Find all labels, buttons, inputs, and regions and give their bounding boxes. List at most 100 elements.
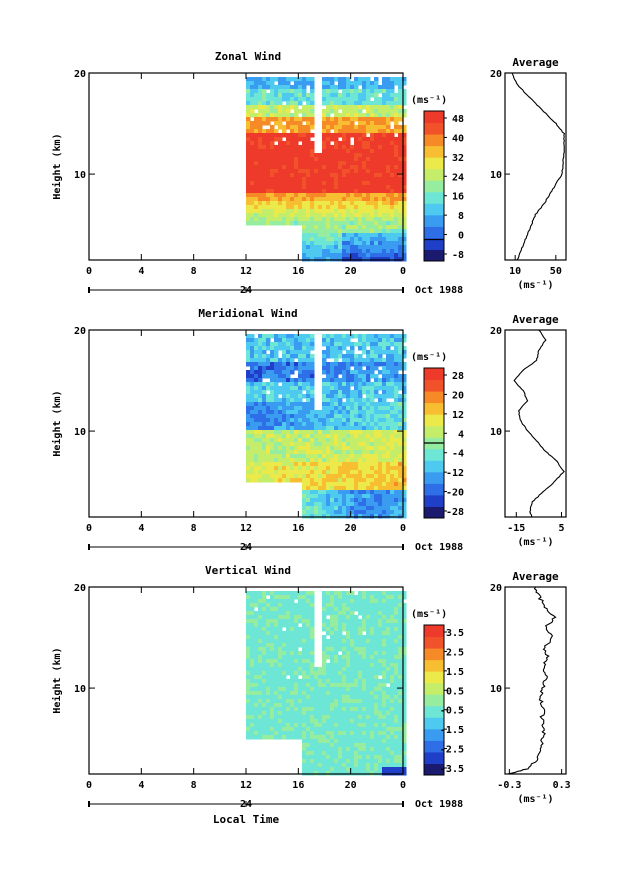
heatmap-cell	[370, 615, 375, 620]
heatmap-cell	[270, 454, 275, 459]
heatmap-cell	[398, 418, 403, 423]
heatmap-cell	[394, 462, 399, 467]
heatmap-cell	[330, 671, 335, 676]
heatmap-cell	[394, 719, 399, 724]
heatmap-cell	[282, 595, 287, 600]
heatmap-cell	[382, 707, 387, 712]
heatmap-cell	[294, 434, 299, 439]
heatmap-cell	[354, 418, 359, 423]
heatmap-cell	[294, 715, 299, 720]
heatmap-cell	[282, 129, 287, 134]
heatmap-cell	[362, 225, 367, 230]
heatmap-cell	[282, 723, 287, 728]
heatmap-cell	[258, 145, 263, 150]
heatmap-cell	[398, 631, 403, 636]
heatmap-cell	[278, 462, 283, 467]
heatmap-cell	[354, 679, 359, 684]
heatmap-cell	[310, 699, 315, 704]
heatmap-cell	[330, 667, 335, 672]
heatmap-cell	[374, 77, 379, 82]
heatmap-cell	[350, 189, 355, 194]
heatmap-cell	[386, 430, 391, 435]
heatmap-cell	[322, 229, 327, 234]
heatmap-cell	[390, 767, 395, 772]
heatmap-cell	[298, 342, 303, 347]
heatmap-cell	[366, 623, 371, 628]
heatmap-cell	[286, 727, 291, 732]
heatmap-cell	[366, 639, 371, 644]
heatmap-cell	[382, 382, 387, 387]
heatmap-cell	[306, 454, 311, 459]
heatmap-cell	[318, 153, 323, 158]
heatmap-cell	[346, 105, 351, 110]
colorbar-segment	[424, 506, 444, 518]
heatmap-cell	[322, 655, 327, 660]
heatmap-cell	[386, 498, 391, 503]
heatmap-cell	[382, 157, 387, 162]
heatmap-cell	[362, 715, 367, 720]
heatmap-cell	[310, 603, 315, 608]
heatmap-cell	[294, 430, 299, 435]
heatmap-cell	[250, 217, 255, 222]
heatmap-cell	[342, 699, 347, 704]
heatmap-cell	[294, 406, 299, 411]
heatmap-cell	[342, 679, 347, 684]
heatmap-cell	[394, 109, 399, 114]
heatmap-cell	[270, 723, 275, 728]
heatmap-cell	[346, 611, 351, 616]
heatmap-cell	[358, 189, 363, 194]
heatmap-cell	[370, 667, 375, 672]
heatmap-cell	[378, 454, 383, 459]
heatmap-cell	[330, 446, 335, 451]
profile-y-tick-label: 10	[490, 427, 502, 438]
heatmap-cell	[374, 185, 379, 190]
heatmap-cell	[254, 165, 259, 170]
heatmap-cell	[274, 659, 279, 664]
heatmap-cell	[342, 177, 347, 182]
heatmap-cell	[290, 89, 295, 94]
heatmap-cell	[334, 751, 339, 756]
heatmap-cell	[354, 647, 359, 652]
heatmap-cell	[250, 623, 255, 628]
heatmap-cell	[378, 338, 383, 343]
heatmap-cell	[290, 603, 295, 608]
heatmap-cell	[334, 430, 339, 435]
heatmap-cell	[378, 426, 383, 431]
heatmap-cell	[286, 338, 291, 343]
heatmap-cell	[358, 225, 363, 230]
heatmap-cell	[258, 647, 263, 652]
heatmap-cell	[250, 430, 255, 435]
heatmap-cell	[266, 667, 271, 672]
heatmap-cell	[366, 615, 371, 620]
heatmap-cell	[398, 125, 403, 130]
heatmap-cell	[274, 418, 279, 423]
heatmap-cell	[394, 334, 399, 339]
heatmap-cell	[386, 145, 391, 150]
heatmap-cell	[394, 659, 399, 664]
heatmap-cell	[270, 85, 275, 90]
heatmap-cell	[346, 671, 351, 676]
heatmap-cell	[370, 121, 375, 126]
heatmap-cell	[318, 715, 323, 720]
heatmap-cell	[390, 490, 395, 495]
heatmap-cell	[350, 755, 355, 760]
heatmap-cell	[366, 342, 371, 347]
heatmap-cell	[354, 683, 359, 688]
heatmap-cell	[338, 450, 343, 455]
heatmap-cell	[334, 350, 339, 355]
heatmap-cell	[338, 205, 343, 210]
heatmap-cell	[290, 125, 295, 130]
heatmap-cell	[366, 366, 371, 371]
heatmap-cell	[366, 727, 371, 732]
heatmap-cell	[246, 169, 251, 174]
heatmap-cell	[298, 659, 303, 664]
heatmap-cell	[266, 687, 271, 692]
heatmap-cell	[370, 434, 375, 439]
heatmap-cell	[258, 599, 263, 604]
heatmap-cell	[358, 691, 363, 696]
heatmap-cell	[270, 446, 275, 451]
heatmap-cell	[358, 390, 363, 395]
heatmap-cell	[306, 366, 311, 371]
heatmap-cell	[306, 755, 311, 760]
heatmap-cell	[338, 237, 343, 242]
